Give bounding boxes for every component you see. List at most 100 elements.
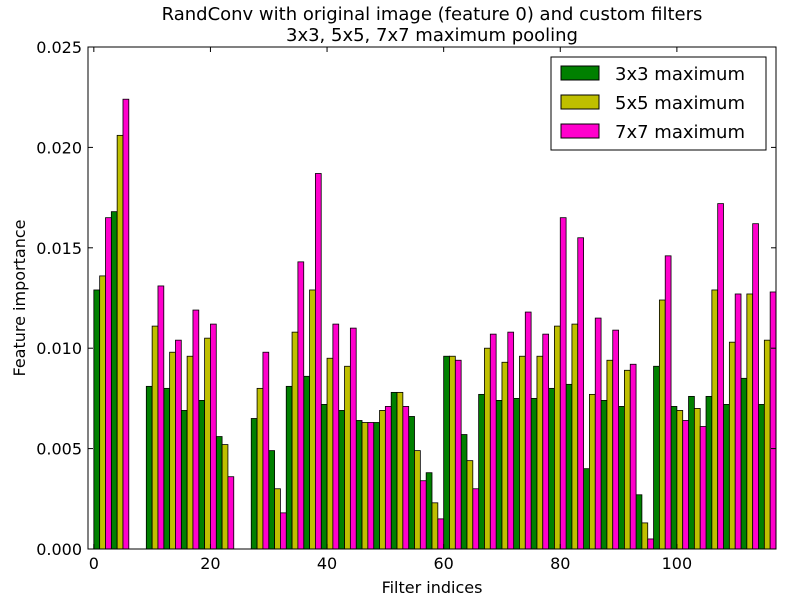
x-tick-label: 20 [200,554,220,573]
bar-7x7-102 [699,426,707,550]
bar-5x5-69 [501,361,509,550]
bar-7x7-30 [280,512,287,550]
bar-7x7-39 [332,323,340,550]
bar-3x3-15 [180,410,188,550]
bar-3x3-75 [530,397,538,550]
bar-7x7-90 [629,363,637,550]
bar-5x5-87 [606,359,614,550]
bar-5x5-27 [256,387,264,550]
bar-3x3-105 [705,395,713,550]
bar-7x7-45 [367,422,375,550]
x-tick-label: 60 [433,554,453,573]
bar-5x5-39 [326,357,334,550]
bar-5x5-60 [449,355,456,550]
bar-5x5-57 [431,502,439,550]
bar-7x7-84 [594,317,602,550]
bar-3x3-36 [303,375,310,550]
bar-7x7-0 [105,217,112,550]
bar-3x3-60 [443,355,450,550]
bar-5x5-102 [693,408,701,550]
bar-7x7-81 [577,237,584,550]
bar-7x7-87 [612,329,619,550]
bar-3x3-9 [145,385,153,550]
tick-group: 0 20 40 60 80 100 0.000 0.005 0.010 0.015 0.020 0.0… [36,38,776,573]
bar-7x7-57 [437,518,445,550]
bar-5x5-3 [116,134,124,550]
bar-5x5-72 [519,355,526,550]
y-tick-label: 0.020 [36,138,82,157]
bar-3x3-108 [723,404,730,550]
bar-5x5-93 [641,522,649,550]
bar-3x3-111 [740,377,748,550]
bar-5x5-105 [711,289,719,550]
bar-3x3-18 [198,400,206,550]
bar-3x3-33 [285,385,293,550]
bar-5x5-42 [344,365,351,550]
bar-7x7-18 [210,323,217,550]
y-tick-label: 0.015 [36,239,82,258]
bar-5x5-0 [99,275,106,550]
bar-3x3-99 [670,406,678,550]
bar-3x3-3 [110,211,118,550]
legend-swatch-3x3 [560,65,600,81]
bar-3x3-51 [390,391,398,550]
bar-7x7-60 [454,359,462,550]
bar-3x3-57 [425,472,433,550]
bar-7x7-114 [769,291,777,550]
bar-5x5-48 [379,410,386,550]
bar-5x5-12 [169,351,176,550]
chart-subtitle: 3x3, 5x5, 7x7 maximum pooling [286,25,578,46]
bar-7x7-78 [559,217,567,550]
bar-3x3-21 [215,436,223,550]
bar-5x5-30 [274,488,281,550]
bar-5x5-66 [484,347,491,550]
bar-5x5-99 [676,410,684,550]
bar-7x7-99 [682,420,689,550]
bar-7x7-21 [227,476,235,550]
bar-5x5-96 [658,299,666,550]
x-tick-label: 100 [662,554,693,573]
bar-5x5-78 [554,325,561,550]
bar-7x7-36 [314,173,322,550]
bar-5x5-63 [466,460,474,550]
legend-swatch-5x5 [560,94,600,110]
bar-3x3-0 [93,289,101,550]
bar-7x7-3 [122,98,130,550]
bar-5x5-21 [221,444,229,550]
bar-3x3-12 [163,387,171,550]
y-tick-label: 0.005 [36,440,82,459]
bar-3x3-84 [583,468,590,550]
bar-7x7-105 [717,203,724,550]
bar-3x3-87 [600,400,608,550]
bar-3x3-96 [653,365,660,550]
bar-5x5-114 [763,339,771,550]
bar-3x3-30 [268,450,275,550]
bar-5x5-90 [624,369,631,550]
bar-5x5-81 [571,323,579,550]
bar-5x5-108 [728,341,736,550]
bar-7x7-33 [297,261,305,550]
bar-7x7-27 [262,351,270,550]
legend-swatch-7x7 [560,123,600,139]
bar-7x7-12 [175,339,182,550]
bar-7x7-9 [157,285,165,550]
plot-frame [87,46,777,550]
bar-7x7-51 [402,406,410,550]
bar-7x7-48 [384,406,392,550]
bar-3x3-42 [338,410,345,550]
bar-3x3-102 [688,395,695,550]
y-axis-label: Feature importance [10,220,29,377]
bar-3x3-27 [250,418,258,550]
bar-5x5-9 [151,325,159,550]
bar-7x7-15 [192,309,200,550]
bar-5x5-15 [186,355,194,550]
bar-3x3-66 [478,393,485,550]
bar-5x5-111 [746,293,754,550]
y-tick-label: 0.000 [36,540,82,559]
bar-3x3-54 [408,416,415,550]
bar-5x5-18 [204,337,211,550]
bar-3x3-93 [635,494,643,550]
x-axis-label: Filter indices [382,578,483,597]
bar-3x3-114 [758,404,765,550]
